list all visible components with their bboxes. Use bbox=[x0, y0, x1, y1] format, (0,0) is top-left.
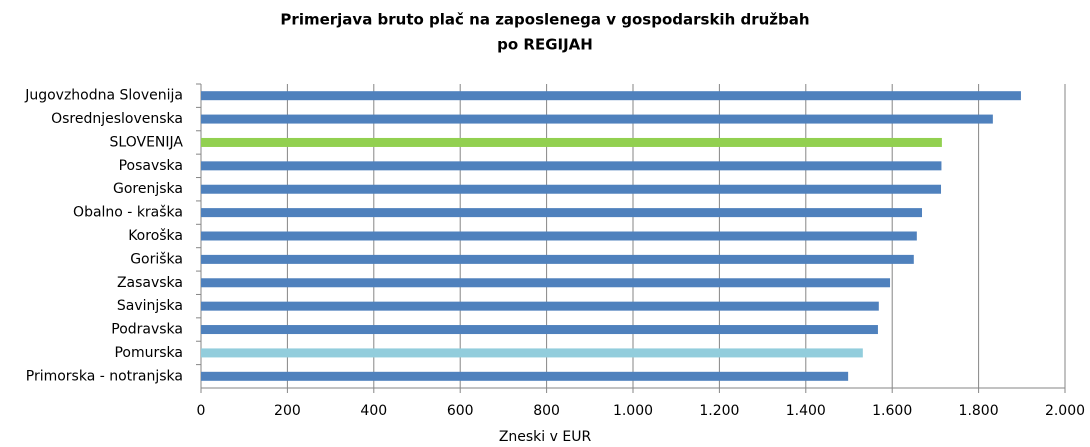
bar bbox=[201, 137, 942, 147]
y-tick-label: Goriška bbox=[130, 251, 183, 267]
bar bbox=[201, 278, 891, 288]
y-tick-label: Gorenjska bbox=[113, 181, 183, 197]
y-tick-label: Obalno - kraška bbox=[73, 205, 183, 221]
x-tick-label: 1.600 bbox=[872, 403, 912, 419]
x-tick-label: 0 bbox=[197, 403, 206, 419]
bar bbox=[201, 184, 942, 194]
bar bbox=[201, 114, 993, 124]
x-axis-label: Zneski v EUR bbox=[499, 429, 592, 445]
bar bbox=[201, 371, 849, 381]
chart-title: Primerjava bruto plač na zaposlenega v g… bbox=[280, 11, 809, 29]
x-tick-label: 1.000 bbox=[613, 403, 653, 419]
x-tick-label: 2.000 bbox=[1045, 403, 1085, 419]
bar bbox=[201, 301, 879, 311]
bar bbox=[201, 208, 923, 218]
chart-title: po REGIJAH bbox=[497, 36, 593, 54]
bar bbox=[201, 231, 917, 241]
y-tick-label: SLOVENIJA bbox=[110, 134, 184, 150]
x-tick-label: 1.200 bbox=[699, 403, 739, 419]
y-tick-label: Posavska bbox=[119, 158, 183, 174]
y-tick-label: Savinjska bbox=[117, 298, 183, 314]
y-tick-label: Podravska bbox=[111, 322, 183, 338]
y-tick-label: Pomurska bbox=[114, 345, 183, 361]
y-tick-label: Osrednjeslovenska bbox=[51, 111, 183, 127]
y-tick-label: Zasavska bbox=[117, 275, 183, 291]
x-tick-label: 1.400 bbox=[786, 403, 826, 419]
x-tick-label: 200 bbox=[274, 403, 301, 419]
y-tick-label: Primorska - notranjska bbox=[26, 368, 183, 384]
bar bbox=[201, 91, 1021, 101]
x-tick-label: 800 bbox=[533, 403, 560, 419]
bar bbox=[201, 254, 914, 264]
y-tick-label: Koroška bbox=[128, 228, 183, 244]
bar bbox=[201, 325, 878, 335]
bar bbox=[201, 161, 942, 171]
y-tick-label: Jugovzhodna Slovenija bbox=[24, 88, 183, 104]
x-tick-label: 400 bbox=[360, 403, 387, 419]
x-tick-label: 1.800 bbox=[959, 403, 999, 419]
bar bbox=[201, 348, 863, 358]
x-tick-label: 600 bbox=[447, 403, 474, 419]
